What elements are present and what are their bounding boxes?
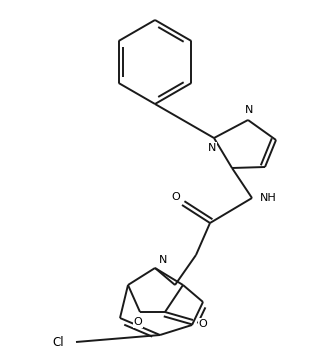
Text: O: O [134, 317, 142, 327]
Text: NH: NH [260, 193, 277, 203]
Text: O: O [172, 192, 180, 202]
Text: O: O [199, 319, 207, 329]
Text: Cl: Cl [52, 335, 64, 348]
Text: N: N [208, 143, 216, 153]
Text: N: N [159, 255, 167, 265]
Text: N: N [245, 105, 253, 115]
